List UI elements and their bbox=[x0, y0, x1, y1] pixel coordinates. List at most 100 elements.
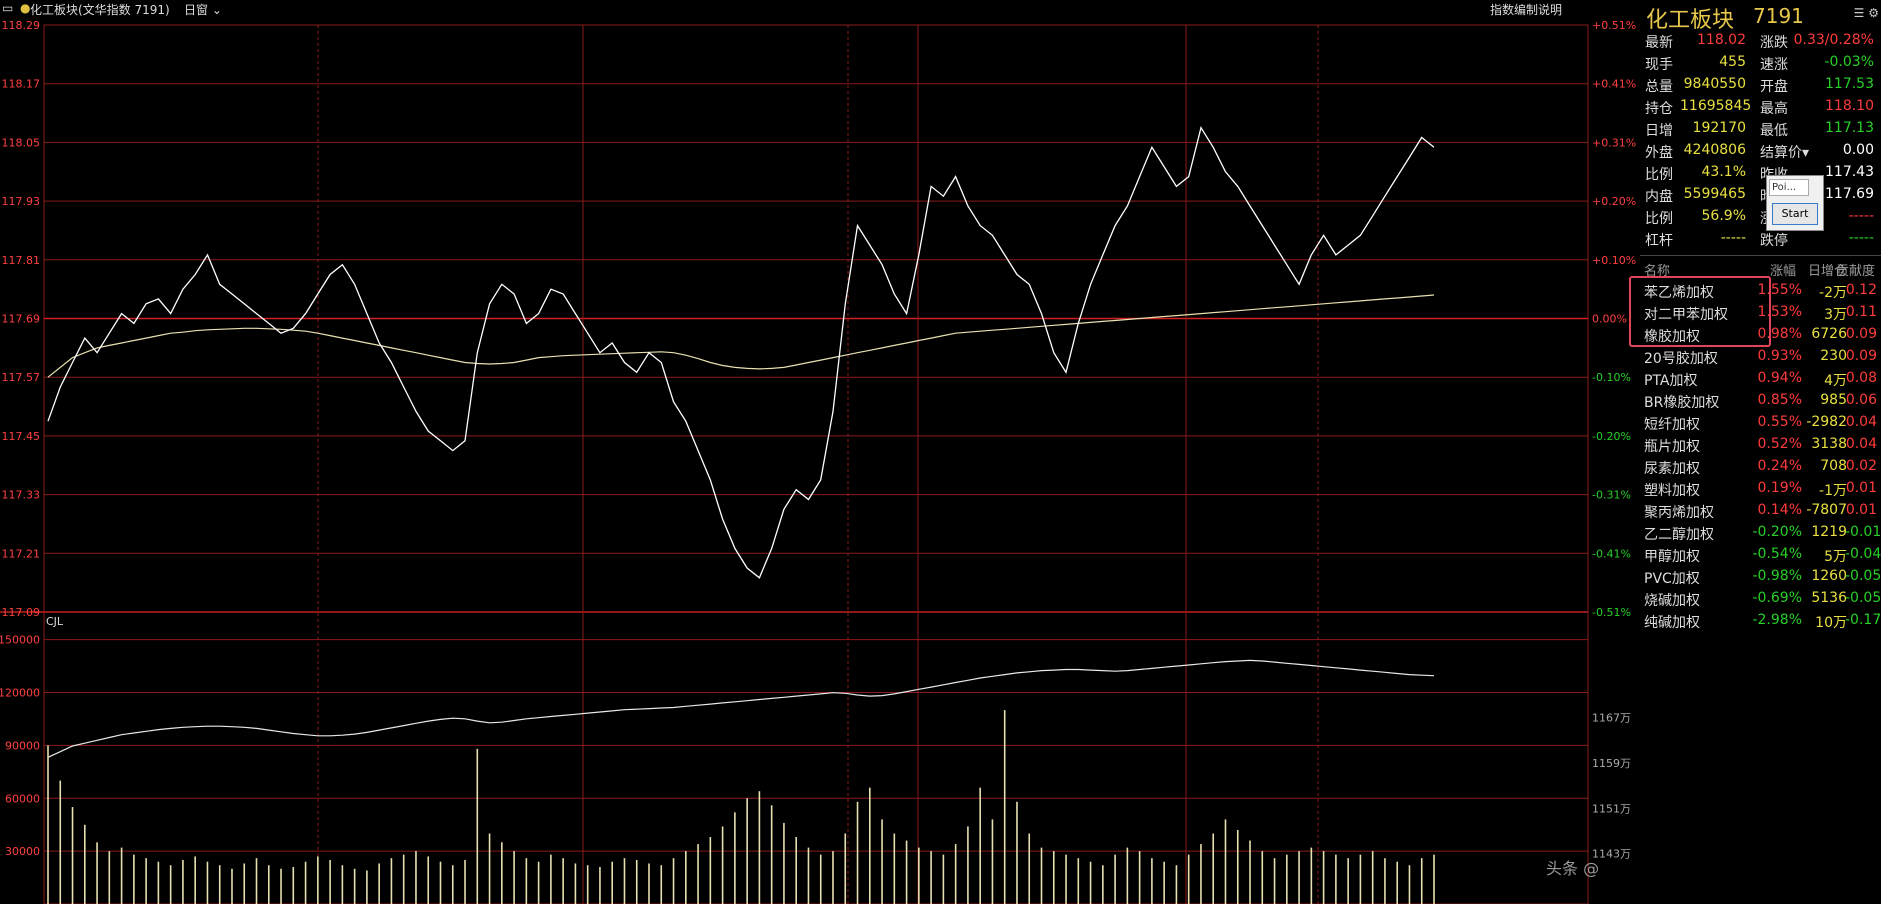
cell-inc: 985 bbox=[1820, 392, 1847, 408]
right-tick-label: 0.00% bbox=[1592, 313, 1627, 326]
right-tick-label: +0.31% bbox=[1592, 136, 1636, 149]
header-inc[interactable]: 日增仓 bbox=[1808, 264, 1848, 279]
quote-l1: 持仓 bbox=[1645, 101, 1673, 117]
table-row[interactable]: 塑料加权 0.19% -1万 0.01 bbox=[1640, 478, 1881, 500]
volume-label: CJL bbox=[46, 615, 64, 628]
left-tick-label: 117.81 bbox=[2, 254, 41, 267]
constituent-table-header: 名称 涨幅 日增仓 贡献度 bbox=[1640, 258, 1881, 279]
cell-ctb: 0.08 bbox=[1845, 370, 1877, 386]
period-dropdown[interactable]: 日窗 ⌄ bbox=[184, 1, 222, 18]
quote-l1: 杠杆 bbox=[1645, 233, 1673, 249]
right-tick-label: +0.10% bbox=[1592, 254, 1636, 267]
volume-bars bbox=[47, 710, 1435, 904]
oi-tick-label: 1159万 bbox=[1592, 757, 1631, 770]
right-tick-label: -0.41% bbox=[1592, 547, 1631, 560]
right-tick-label: +0.20% bbox=[1592, 195, 1636, 208]
start-button[interactable]: Start bbox=[1772, 203, 1818, 225]
table-row[interactable]: 烧碱加权 -0.69% 5136 -0.05 bbox=[1640, 588, 1881, 610]
chart-frame bbox=[43, 24, 1589, 904]
header-name[interactable]: 名称 bbox=[1644, 264, 1671, 279]
header-pct[interactable]: 涨幅 bbox=[1770, 264, 1797, 279]
chevron-down-icon: ⌄ bbox=[211, 3, 222, 17]
cell-ctb: 0.01 bbox=[1845, 502, 1877, 518]
right-tick-label: -0.31% bbox=[1592, 489, 1631, 502]
cell-name: PTA加权 bbox=[1644, 373, 1698, 389]
quote-v2: 0.33/0.28% bbox=[1793, 32, 1874, 48]
quote-l1: 现手 bbox=[1645, 57, 1673, 73]
status-dot-icon: ● bbox=[20, 1, 31, 15]
left-tick-label: 117.93 bbox=[2, 195, 41, 208]
cell-inc: 3万 bbox=[1824, 307, 1847, 323]
right-tick-label: +0.51% bbox=[1592, 19, 1636, 32]
quote-l2: 开盘 bbox=[1760, 79, 1788, 95]
chart-grid bbox=[0, 24, 1589, 904]
left-tick-label: 117.33 bbox=[2, 489, 41, 502]
cell-pct: 0.98% bbox=[1757, 326, 1802, 342]
cell-pct: -0.69% bbox=[1752, 590, 1802, 606]
left-tick-label: 117.57 bbox=[2, 371, 41, 384]
quote-v2: -0.03% bbox=[1824, 54, 1874, 70]
quote-row: 最新 118.02 涨跌 0.33/0.28% bbox=[1640, 30, 1881, 52]
popup-input[interactable]: Poi... bbox=[1769, 179, 1809, 196]
header-ctb[interactable]: 贡献度 bbox=[1836, 264, 1876, 279]
right-tick-label: -0.10% bbox=[1592, 371, 1631, 384]
quote-v2: 117.53 bbox=[1825, 76, 1874, 92]
left-tick-label: 117.21 bbox=[2, 547, 41, 560]
quote-panel: 化工板块 7191 ☰ ⚙ 最新 118.02 涨跌 0.33/0.28% 现手 455 速… bbox=[1640, 0, 1881, 904]
cell-pct: 0.93% bbox=[1757, 348, 1802, 364]
cell-name: 乙二醇加权 bbox=[1644, 527, 1714, 543]
cell-name: 橡胶加权 bbox=[1644, 329, 1700, 345]
cell-inc: 3138 bbox=[1811, 436, 1847, 452]
left-tick-label: 118.29 bbox=[2, 19, 41, 32]
quote-v1: 11695845 bbox=[1680, 98, 1752, 114]
table-row[interactable]: 瓶片加权 0.52% 3138 0.04 bbox=[1640, 434, 1881, 456]
cell-pct: -2.98% bbox=[1752, 612, 1802, 628]
table-row[interactable]: 20号胶加权 0.93% 230 0.09 bbox=[1640, 346, 1881, 368]
cell-inc: 6726 bbox=[1811, 326, 1847, 342]
cell-name: 纯碱加权 bbox=[1644, 615, 1700, 631]
quote-v2: ----- bbox=[1848, 230, 1874, 246]
quote-v1: 9840550 bbox=[1683, 76, 1746, 92]
volume-tick-label: 60000 bbox=[5, 792, 40, 805]
cell-inc: 708 bbox=[1820, 458, 1847, 474]
period-label: 日窗 bbox=[184, 3, 209, 17]
menu-icon[interactable]: ▭ bbox=[2, 1, 14, 15]
table-row[interactable]: BR橡胶加权 0.85% 985 0.06 bbox=[1640, 390, 1881, 412]
cell-pct: -0.98% bbox=[1752, 568, 1802, 584]
panel-settings-icon[interactable]: ☰ ⚙ bbox=[1853, 6, 1879, 20]
table-row[interactable]: 甲醇加权 -0.54% 5万 -0.04 bbox=[1640, 544, 1881, 566]
cell-ctb: 0.04 bbox=[1845, 414, 1877, 430]
table-row[interactable]: 纯碱加权 -2.98% 10万 -0.17 bbox=[1640, 610, 1881, 632]
cell-inc: 10万 bbox=[1815, 615, 1847, 631]
table-row[interactable]: 对二甲苯加权 1.53% 3万 0.11 bbox=[1640, 302, 1881, 324]
quote-l2: 最高 bbox=[1760, 101, 1788, 117]
quote-l1: 最新 bbox=[1645, 35, 1673, 51]
volume-tick-label: 120000 bbox=[0, 687, 40, 700]
table-row[interactable]: 聚丙烯加权 0.14% -7807 0.01 bbox=[1640, 500, 1881, 522]
table-row[interactable]: PTA加权 0.94% 4万 0.08 bbox=[1640, 368, 1881, 390]
table-row[interactable]: 橡胶加权 0.98% 6726 0.09 bbox=[1640, 324, 1881, 346]
table-row[interactable]: 短纤加权 0.55% -2982 0.04 bbox=[1640, 412, 1881, 434]
top-bar: ▭ ● 化工板块(文华指数 7191) 日窗 ⌄ 指数编制说明 bbox=[0, 0, 1640, 18]
intraday-chart[interactable]: 118.29 118.17 118.05 117.93 117.81 117.69 117.… bbox=[0, 0, 1640, 904]
table-row[interactable]: 尿素加权 0.24% 708 0.02 bbox=[1640, 456, 1881, 478]
table-row[interactable]: 乙二醇加权 -0.20% 1219 -0.01 bbox=[1640, 522, 1881, 544]
index-explain-link[interactable]: 指数编制说明 bbox=[1490, 3, 1563, 17]
cell-inc: -2万 bbox=[1819, 285, 1847, 301]
quote-l2: 跌停 bbox=[1760, 233, 1788, 249]
left-tick-label: 118.17 bbox=[2, 78, 41, 91]
right-tick-label: -0.20% bbox=[1592, 430, 1631, 443]
highlight-box bbox=[1629, 276, 1771, 347]
cell-ctb: -0.05 bbox=[1845, 590, 1881, 606]
quote-l2[interactable]: 结算价▾ bbox=[1760, 145, 1810, 161]
table-row[interactable]: 苯乙烯加权 1.55% -2万 0.12 bbox=[1640, 280, 1881, 302]
cell-pct: 0.55% bbox=[1757, 414, 1802, 430]
quote-row: 持仓 11695845 最高 118.10 bbox=[1640, 96, 1881, 118]
cell-name: 塑料加权 bbox=[1644, 483, 1700, 499]
cell-name: 聚丙烯加权 bbox=[1644, 505, 1714, 521]
quote-v1: 118.02 bbox=[1697, 32, 1746, 48]
cell-ctb: 0.04 bbox=[1845, 436, 1877, 452]
table-row[interactable]: PVC加权 -0.98% 1260 -0.05 bbox=[1640, 566, 1881, 588]
cell-inc: 1260 bbox=[1811, 568, 1847, 584]
